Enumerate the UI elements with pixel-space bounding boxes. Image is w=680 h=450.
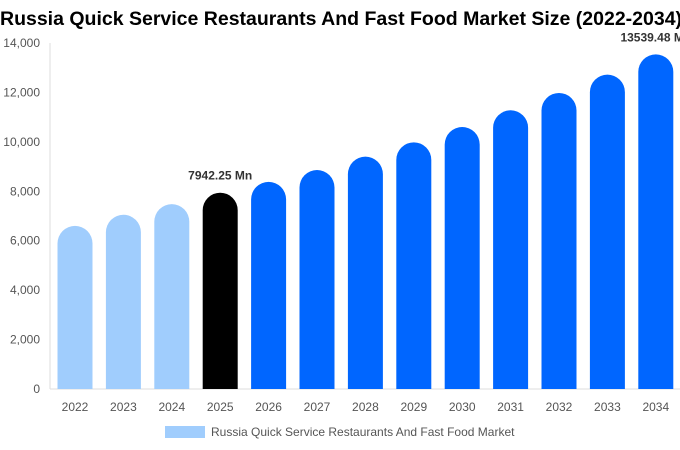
bar-2027 (299, 170, 335, 389)
legend-swatch (165, 426, 205, 438)
x-tick-label: 2030 (449, 400, 476, 414)
bar-2024 (154, 204, 190, 389)
x-tick-label: 2023 (110, 400, 137, 414)
bar-2022 (57, 225, 93, 389)
x-tick-label: 2027 (304, 400, 331, 414)
bar-chart: 0 2,000 4,000 6,000 8,000 10,000 12,000 14,000 2… (3, 30, 680, 414)
y-tick-label: 6,000 (10, 234, 40, 248)
bar-2030 (444, 127, 480, 389)
x-tick-label: 2028 (352, 400, 379, 414)
y-tick-label: 4,000 (10, 283, 40, 297)
bar-2026 (251, 181, 287, 389)
x-tick-label: 2031 (497, 400, 524, 414)
x-tick-label: 2033 (594, 400, 621, 414)
x-tick-label: 2026 (255, 400, 282, 414)
bar-2029 (396, 142, 432, 389)
x-tick-label: 2032 (546, 400, 573, 414)
bar-2028 (347, 156, 383, 389)
legend-label: Russia Quick Service Restaurants And Fas… (211, 425, 515, 439)
bar-2025 (202, 192, 238, 389)
y-tick-label: 12,000 (3, 85, 40, 99)
bar-2023 (105, 214, 141, 389)
y-tick-label: 8,000 (10, 184, 40, 198)
x-tick-label: 2024 (158, 400, 185, 414)
bar-2033 (589, 74, 625, 390)
y-tick-label: 0 (33, 382, 40, 396)
legend: Russia Quick Service Restaurants And Fas… (165, 425, 514, 439)
data-label-2025: 7942.25 Mn (188, 169, 252, 183)
x-tick-label: 2029 (400, 400, 427, 414)
bar-2032 (541, 92, 577, 390)
bar-2034 (638, 54, 674, 389)
x-tick-label: 2022 (62, 400, 89, 414)
bar-2031 (493, 110, 529, 390)
x-tick-label: 2025 (207, 400, 234, 414)
y-tick-label: 14,000 (3, 36, 40, 50)
y-tick-label: 10,000 (3, 135, 40, 149)
data-label-2034: 13539.48 Mn (620, 30, 680, 44)
x-tick-label: 2034 (642, 400, 669, 414)
y-tick-label: 2,000 (10, 333, 40, 347)
chart-title: Russia Quick Service Restaurants And Fas… (0, 8, 680, 30)
